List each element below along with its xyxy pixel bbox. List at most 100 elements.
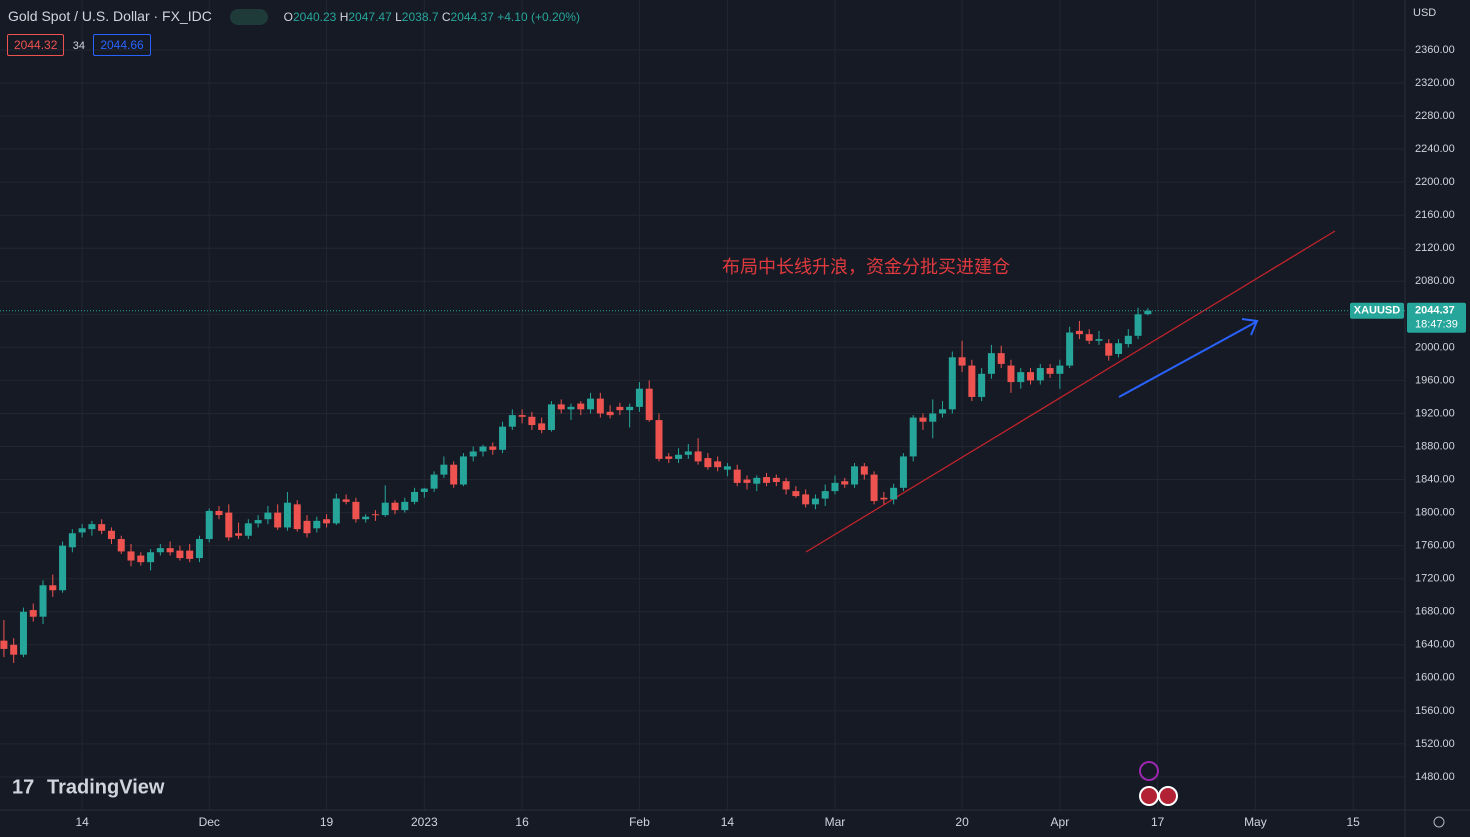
candle-body bbox=[811, 498, 819, 505]
event-icon[interactable] bbox=[1139, 761, 1159, 781]
y-tick-label: 1800.00 bbox=[1415, 507, 1455, 519]
candle-body bbox=[919, 417, 927, 422]
candle-body bbox=[107, 530, 115, 540]
logo-mark: 17 bbox=[12, 776, 34, 798]
candle-body bbox=[714, 461, 722, 468]
candle-body bbox=[733, 469, 741, 483]
y-tick-label: 1760.00 bbox=[1415, 540, 1455, 552]
candle-body bbox=[127, 551, 135, 561]
candle-body bbox=[743, 479, 751, 483]
candle-body bbox=[274, 512, 282, 528]
y-tick-label: 2000.00 bbox=[1415, 341, 1455, 353]
candle-body bbox=[1134, 314, 1142, 336]
symbol-tag bbox=[1350, 302, 1404, 319]
candle-body bbox=[205, 510, 213, 540]
candle-body bbox=[841, 481, 849, 485]
candle-body bbox=[626, 406, 634, 411]
candle-body bbox=[1124, 335, 1132, 345]
status-pill[interactable] bbox=[229, 9, 268, 26]
y-tick-label: 1840.00 bbox=[1415, 473, 1455, 485]
ohlc-label: O bbox=[283, 10, 293, 24]
bid[interactable]: 2044.32 bbox=[7, 34, 65, 56]
y-tick-label: 2120.00 bbox=[1415, 242, 1455, 254]
candle-body bbox=[1075, 330, 1083, 335]
candle-body bbox=[244, 523, 252, 536]
y-tick-label: 2200.00 bbox=[1415, 176, 1455, 188]
y-tick-label: 1680.00 bbox=[1415, 606, 1455, 618]
candle-body bbox=[313, 520, 321, 529]
candle-body bbox=[88, 524, 96, 530]
candle-body bbox=[0, 640, 8, 649]
arrow bbox=[1118, 321, 1257, 398]
candle-body bbox=[411, 491, 419, 502]
candle-body bbox=[59, 545, 67, 591]
candle-body bbox=[1095, 339, 1103, 341]
brand: TradingView bbox=[47, 776, 165, 798]
candle-body bbox=[645, 388, 653, 421]
candle-body bbox=[870, 474, 878, 502]
y-tick-label: 1480.00 bbox=[1415, 771, 1455, 783]
candle-body bbox=[528, 416, 536, 426]
x-tick-label: 20 bbox=[955, 815, 969, 829]
candle-body bbox=[851, 466, 859, 485]
candle-body bbox=[1007, 365, 1015, 383]
candle-body bbox=[1105, 343, 1113, 356]
candle-body bbox=[186, 550, 194, 559]
settings-icon[interactable] bbox=[1433, 816, 1445, 828]
candle-body bbox=[323, 519, 331, 524]
candle-body bbox=[1017, 372, 1025, 383]
x-tick-label: Feb bbox=[629, 815, 650, 829]
candle-body bbox=[899, 456, 907, 488]
y-tick-label: 1960.00 bbox=[1415, 374, 1455, 386]
candle-body bbox=[215, 510, 223, 516]
event-icon[interactable] bbox=[1158, 786, 1178, 806]
y-tick-label: 1560.00 bbox=[1415, 705, 1455, 717]
candle-body bbox=[596, 398, 604, 414]
x-tick-label: 14 bbox=[75, 815, 89, 829]
candle-body bbox=[978, 373, 986, 397]
ohlc-value: 2044.37 bbox=[450, 10, 494, 24]
candle-body bbox=[792, 491, 800, 497]
x-tick-label: Dec bbox=[199, 815, 220, 829]
candle-body bbox=[929, 413, 937, 422]
countdown: 18:47:39 bbox=[1415, 319, 1458, 331]
candle-body bbox=[655, 420, 663, 459]
candle-body bbox=[469, 451, 477, 457]
ask[interactable]: 2044.66 bbox=[93, 34, 151, 56]
candle-body bbox=[782, 481, 790, 490]
ohlc-label: C bbox=[441, 10, 451, 24]
candle-body bbox=[176, 550, 184, 559]
y-tick-label: 1520.00 bbox=[1415, 738, 1455, 750]
annotation: 布局中长线升浪，资金分批买进建仓 bbox=[722, 257, 1010, 277]
candle-body bbox=[362, 516, 370, 520]
candle-body bbox=[704, 458, 712, 468]
event-icon[interactable] bbox=[1139, 786, 1159, 806]
candle-body bbox=[723, 466, 731, 470]
candle-body bbox=[1056, 365, 1064, 374]
candle-body bbox=[635, 388, 643, 407]
candle-body bbox=[968, 365, 976, 397]
candle-body bbox=[430, 474, 438, 489]
x-tick-label: 2023 bbox=[411, 815, 438, 829]
candle-body bbox=[420, 488, 428, 492]
candle-body bbox=[763, 477, 771, 483]
candle-body bbox=[890, 487, 898, 500]
y-tick-label: 2360.00 bbox=[1415, 44, 1455, 56]
candle-body bbox=[508, 415, 516, 427]
candle-body bbox=[450, 464, 458, 485]
candle-body bbox=[1066, 332, 1074, 366]
candle-body bbox=[166, 548, 174, 553]
x-tick-label: 19 bbox=[320, 815, 334, 829]
candle-body bbox=[401, 501, 409, 511]
candle-body bbox=[831, 482, 839, 492]
currency[interactable]: USD bbox=[1413, 7, 1436, 19]
x-tick-label: May bbox=[1244, 815, 1267, 829]
candle-body bbox=[665, 456, 673, 459]
ohlc-legend: O2040.23 H2047.47 L2038.7 C2044.37 +4.10… bbox=[284, 10, 580, 24]
x-tick-label: 15 bbox=[1347, 815, 1361, 829]
candle-body bbox=[489, 446, 497, 450]
ohlc-value: 2038.7 bbox=[401, 10, 439, 24]
y-tick-label: 2240.00 bbox=[1415, 143, 1455, 155]
candle-body bbox=[606, 411, 614, 416]
